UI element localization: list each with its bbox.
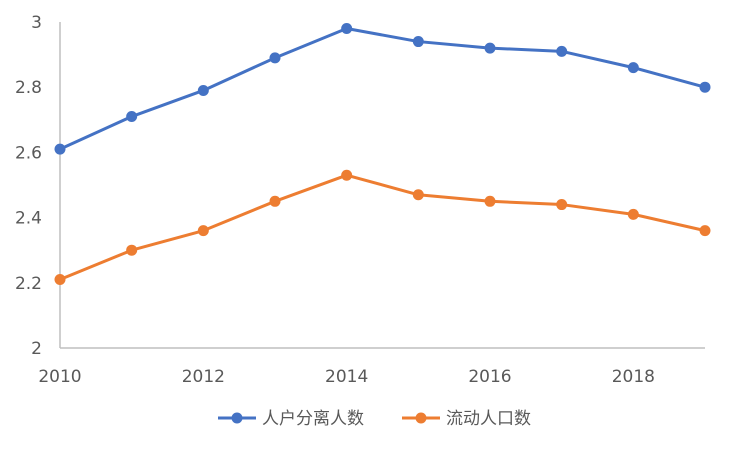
y-tick-label: 2.4	[15, 209, 42, 229]
series-1	[54, 23, 711, 155]
data-point	[197, 225, 209, 237]
data-point	[627, 208, 639, 220]
legend: 人户分离人数 流动人口数	[218, 409, 531, 429]
x-tick-label: 2014	[325, 367, 368, 387]
data-point	[269, 52, 281, 64]
data-point	[412, 189, 424, 201]
data-point	[699, 225, 711, 237]
legend-label: 流动人口数	[446, 409, 531, 429]
series-2	[54, 169, 711, 286]
data-point	[627, 62, 639, 74]
y-axis-ticks: 2 2.2 2.4 2.6 2.8 3	[15, 13, 42, 359]
data-point	[54, 143, 66, 155]
y-tick-label: 3	[31, 13, 42, 33]
series-line	[59, 27, 706, 151]
data-point	[126, 244, 138, 256]
axes	[59, 22, 705, 349]
series-line	[59, 173, 706, 281]
data-point	[484, 195, 496, 207]
legend-swatch-marker	[231, 412, 243, 424]
x-tick-label: 2012	[182, 367, 225, 387]
data-point	[412, 36, 424, 48]
legend-item: 人户分离人数	[218, 409, 364, 429]
x-axis-ticks: 2010 2012 2014 2016 2018	[38, 367, 655, 387]
x-tick-label: 2016	[468, 367, 511, 387]
data-point	[54, 274, 66, 286]
data-point	[484, 42, 496, 54]
data-point	[341, 23, 353, 35]
data-point	[556, 199, 568, 211]
x-tick-label: 2018	[612, 367, 655, 387]
y-tick-label: 2.6	[15, 143, 42, 163]
series-layer	[54, 23, 711, 286]
y-tick-label: 2.2	[15, 274, 42, 294]
x-tick-label: 2010	[38, 367, 81, 387]
data-point	[556, 45, 568, 57]
data-point	[197, 84, 209, 96]
y-tick-label: 2.8	[15, 78, 42, 98]
data-point	[699, 81, 711, 93]
data-point	[269, 195, 281, 207]
legend-swatch-marker	[415, 412, 427, 424]
legend-item: 流动人口数	[402, 409, 531, 429]
y-tick-label: 2	[31, 339, 42, 359]
data-point	[126, 111, 138, 123]
data-point	[341, 169, 353, 181]
legend-label: 人户分离人数	[262, 409, 364, 429]
